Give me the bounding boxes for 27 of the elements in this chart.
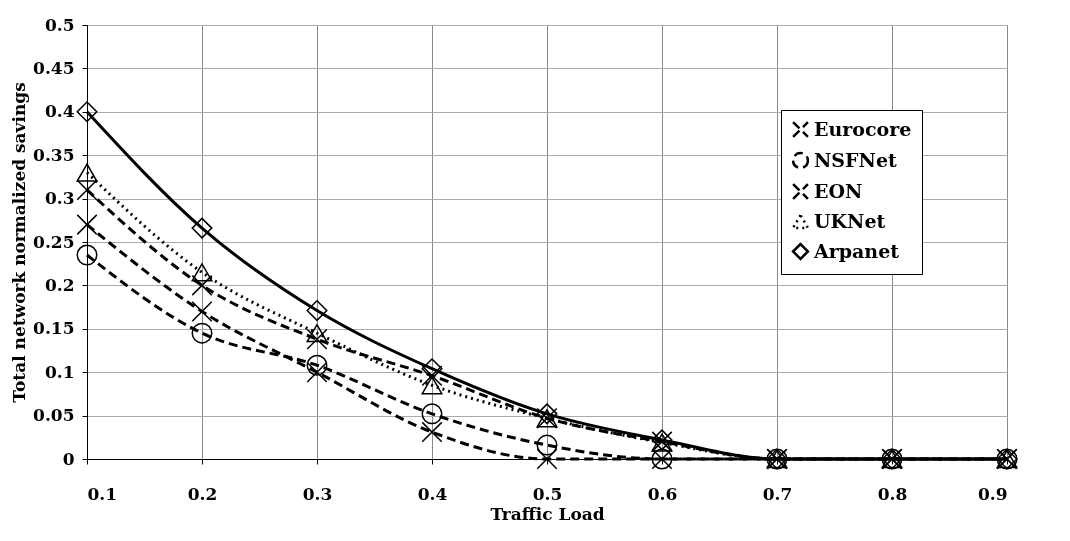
x-tick-label: 0.1 xyxy=(87,483,118,504)
legend-label: Arpanet xyxy=(813,239,900,262)
y-tick-label: 0.15 xyxy=(33,318,75,339)
x-tick-label: 0.7 xyxy=(762,483,793,504)
x-tick-label: 0.8 xyxy=(877,483,908,504)
legend-label: NSFNet xyxy=(814,148,898,171)
x-tick-label: 0.2 xyxy=(187,483,218,504)
y-tick-label: 0.2 xyxy=(44,274,75,295)
legend-label: UKNet xyxy=(814,209,886,232)
x-tick-label: 0.4 xyxy=(417,483,448,504)
y-tick-label: 0.5 xyxy=(44,14,75,35)
y-axis-title: Total network normalized savings xyxy=(9,82,30,403)
y-tick-label: 0.4 xyxy=(44,101,75,122)
x-tick-label: 0.9 xyxy=(977,483,1008,504)
y-tick-label: 0 xyxy=(62,448,75,469)
legend-label: Eurocore xyxy=(814,117,912,140)
x-tick-label: 0.5 xyxy=(532,483,563,504)
x-axis-title: Traffic Load xyxy=(490,503,605,524)
y-tick-label: 0.1 xyxy=(44,361,75,382)
y-tick-label: 0.3 xyxy=(44,188,75,209)
legend-label: EON xyxy=(814,179,863,202)
x-tick-label: 0.3 xyxy=(302,483,333,504)
y-tick-label: 0.05 xyxy=(33,405,75,426)
x-tick-label: 0.6 xyxy=(647,483,678,504)
y-tick-label: 0.35 xyxy=(33,144,75,165)
y-tick-label: 0.25 xyxy=(33,231,75,252)
y-tick-label: 0.45 xyxy=(33,57,75,78)
